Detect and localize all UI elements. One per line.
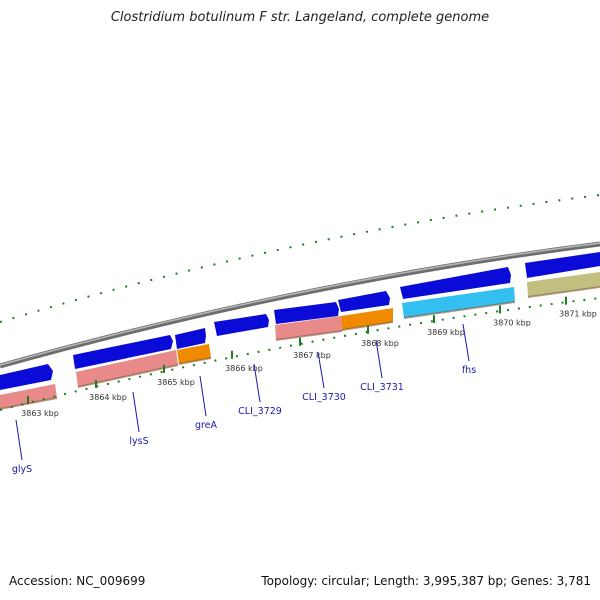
trna-feature[interactable] bbox=[341, 308, 393, 330]
gene-label-line bbox=[199, 375, 207, 417]
kbp-label: 3863 kbp bbox=[21, 409, 59, 418]
cds-feature[interactable] bbox=[73, 335, 173, 369]
gene-label[interactable]: fhs bbox=[462, 365, 476, 376]
cds-feature[interactable] bbox=[400, 267, 511, 299]
gene-label[interactable]: CLI_3729 bbox=[238, 406, 282, 417]
kbp-label: 3870 kbp bbox=[493, 318, 531, 327]
gene-label-line bbox=[375, 339, 383, 379]
kbp-label: 3868 kbp bbox=[361, 339, 399, 348]
cds-feature[interactable] bbox=[274, 302, 339, 324]
kbp-label: 3871 kbp bbox=[559, 310, 597, 319]
gene-label-line bbox=[317, 351, 325, 389]
rrna-feature[interactable] bbox=[275, 316, 342, 340]
kbp-label: 3864 kbp bbox=[89, 393, 127, 402]
gene-label[interactable]: lysS bbox=[129, 436, 148, 447]
kbp-label: 3867 kbp bbox=[293, 351, 331, 360]
kbp-label: 3869 kbp bbox=[427, 328, 465, 337]
cds-feature[interactable] bbox=[214, 314, 269, 336]
gene-label-line bbox=[253, 363, 261, 403]
cds-feature[interactable] bbox=[175, 328, 206, 349]
reverse-strand-features bbox=[0, 272, 600, 410]
genome-summary-text: Topology: circular; Length: 3,995,387 bp… bbox=[261, 574, 591, 588]
accession-text: Accession: NC_009699 bbox=[9, 574, 146, 588]
cds-feature[interactable] bbox=[338, 291, 390, 312]
gene-label[interactable]: CLI_3730 bbox=[302, 392, 346, 403]
kbp-label: 3865 kbp bbox=[157, 378, 195, 387]
gene-label-line bbox=[15, 419, 23, 461]
cds-feature[interactable] bbox=[0, 364, 53, 390]
rrna-feature[interactable] bbox=[76, 350, 178, 387]
forward-strand-features bbox=[0, 252, 600, 390]
other-feature[interactable] bbox=[527, 272, 600, 297]
gene-label[interactable]: greA bbox=[195, 420, 218, 431]
gene-labels: glyS lysS greA CLI_3729 CLI_3730 CLI_3731 fhs bbox=[12, 323, 476, 475]
gene-label-line bbox=[462, 323, 470, 362]
map-title: Clostridium botulinum F str. Langeland, … bbox=[110, 10, 490, 25]
gene-label[interactable]: CLI_3731 bbox=[360, 382, 404, 393]
backbone bbox=[0, 241, 600, 369]
kbp-labels: 3863 kbp 3864 kbp 3865 kbp 3866 kbp 3867 kbp… bbox=[21, 296, 597, 418]
gene-label-line bbox=[132, 391, 140, 433]
kbp-label: 3866 kbp bbox=[225, 364, 263, 373]
gene-label[interactable]: glyS bbox=[12, 464, 32, 475]
cds-feature[interactable] bbox=[525, 252, 600, 278]
misc-feature[interactable] bbox=[402, 287, 515, 318]
